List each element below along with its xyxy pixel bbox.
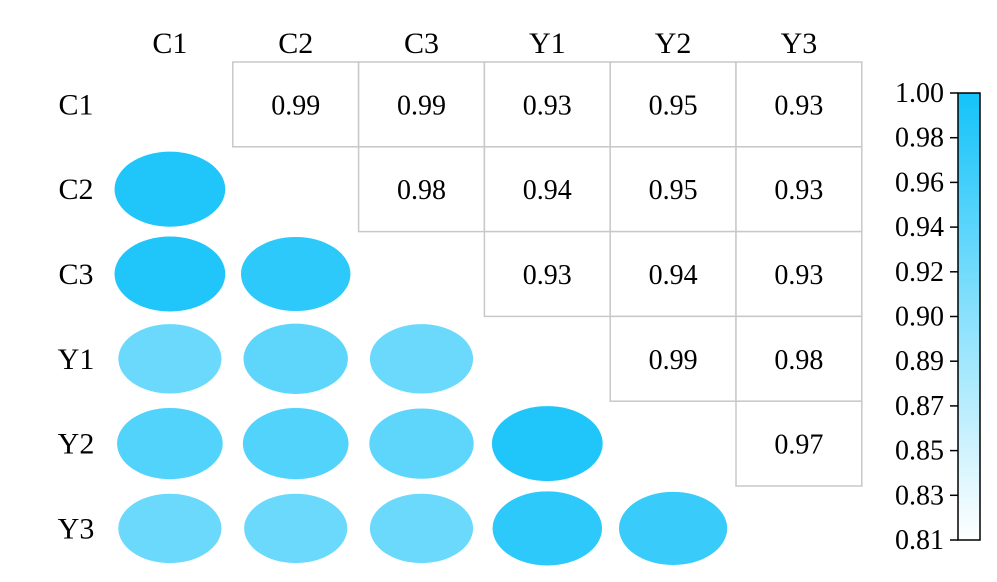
colorbar-tick-label: 0.81 — [895, 525, 944, 556]
row-label-y1: Y1 — [58, 343, 95, 376]
colorbar-tick-label: 1.00 — [895, 78, 944, 109]
column-label-c1: C1 — [152, 27, 187, 60]
value-label-c2-c3: 0.98 — [397, 175, 446, 206]
value-label-c1-y3: 0.93 — [774, 90, 823, 121]
ellipse-y3-c2 — [244, 493, 348, 564]
value-label-c1-y2: 0.95 — [649, 90, 698, 121]
column-label-y1: Y1 — [529, 27, 566, 60]
value-label-y1-y3: 0.98 — [774, 345, 823, 376]
cell-y1-y2 — [609, 315, 737, 402]
lower-triangle-ellipses — [114, 151, 728, 566]
cell-c3-y1 — [483, 230, 611, 318]
ellipse-y1-c1 — [118, 324, 222, 394]
colorbar-tick-label: 0.98 — [895, 123, 944, 154]
row-label-c2: C2 — [58, 173, 93, 206]
row-label-c3: C3 — [58, 258, 93, 291]
colorbar-tick-label: 0.83 — [895, 480, 944, 511]
value-label-c3-y3: 0.93 — [774, 260, 823, 291]
row-label-c1: C1 — [58, 88, 93, 121]
row-label-y3: Y3 — [58, 512, 95, 545]
colorbar-tick-label: 0.90 — [895, 302, 944, 333]
cell-c3-y3 — [735, 230, 863, 318]
ellipse-y3-c3 — [369, 493, 474, 564]
colorbar-tick-label: 0.96 — [895, 167, 944, 198]
ellipse-y2-y1 — [491, 406, 603, 482]
ellipse-y2-c3 — [369, 408, 474, 479]
cell-c1-c2 — [232, 61, 360, 148]
value-label-c1-y1: 0.93 — [523, 90, 572, 121]
column-label-y3: Y3 — [781, 27, 818, 60]
cell-c2-c3 — [357, 146, 486, 233]
colorbar-tick-label: 0.87 — [895, 391, 944, 422]
column-label-c2: C2 — [278, 27, 313, 60]
colorbar: 1.00 0.98 0.96 0.94 0.92 0.90 0.89 0.87 0.85 0.83… — [895, 78, 981, 556]
ellipse-y2-c2 — [242, 407, 349, 480]
value-label-c1-c2: 0.99 — [271, 90, 320, 121]
value-label-c2-y2: 0.95 — [649, 175, 698, 206]
column-label-y2: Y2 — [655, 27, 692, 60]
row-labels: C1 C2 C3 Y1 Y2 Y3 — [58, 88, 95, 545]
cell-c2-y2 — [609, 146, 737, 233]
ellipse-y1-c2 — [243, 323, 348, 394]
value-label-c3-y2: 0.94 — [649, 260, 698, 291]
ellipse-y3-c1 — [118, 493, 222, 564]
value-label-y2-y3: 0.97 — [774, 430, 823, 461]
ellipse-y1-c3 — [369, 324, 474, 394]
colorbar-tick-label: 0.89 — [895, 346, 944, 377]
ellipse-y2-c1 — [117, 407, 223, 480]
colorbar-tick-label: 0.94 — [895, 212, 944, 243]
row-label-y2: Y2 — [58, 428, 95, 461]
cell-y1-y3 — [735, 315, 863, 402]
colorbar-gradient — [957, 92, 981, 541]
colorbar-tick-label: 0.92 — [895, 257, 944, 288]
column-labels: C1 C2 C3 Y1 Y2 Y3 — [152, 27, 817, 60]
column-label-c3: C3 — [404, 27, 439, 60]
value-label-c2-y3: 0.93 — [774, 175, 823, 206]
colorbar-tick-label: 0.85 — [895, 436, 944, 467]
ellipse-c3-c1 — [114, 236, 226, 312]
cell-c2-y3 — [735, 146, 863, 233]
cell-c1-c3 — [357, 61, 486, 148]
ellipse-c2-c1 — [114, 151, 226, 227]
value-label-y1-y2: 0.99 — [649, 345, 698, 376]
value-label-c2-y1: 0.94 — [523, 175, 572, 206]
value-label-c3-y1: 0.93 — [523, 260, 572, 291]
ellipse-y3-y1 — [492, 491, 603, 566]
ellipse-y3-y2 — [618, 491, 728, 565]
ellipse-c3-c2 — [240, 236, 351, 312]
value-label-c1-c3: 0.99 — [397, 90, 446, 121]
upper-triangle-cells: 0.99 0.99 0.93 0.95 0.93 0.98 0.94 0.95 0.93 0.93… — [232, 61, 863, 487]
cell-y2-y3 — [735, 400, 863, 487]
